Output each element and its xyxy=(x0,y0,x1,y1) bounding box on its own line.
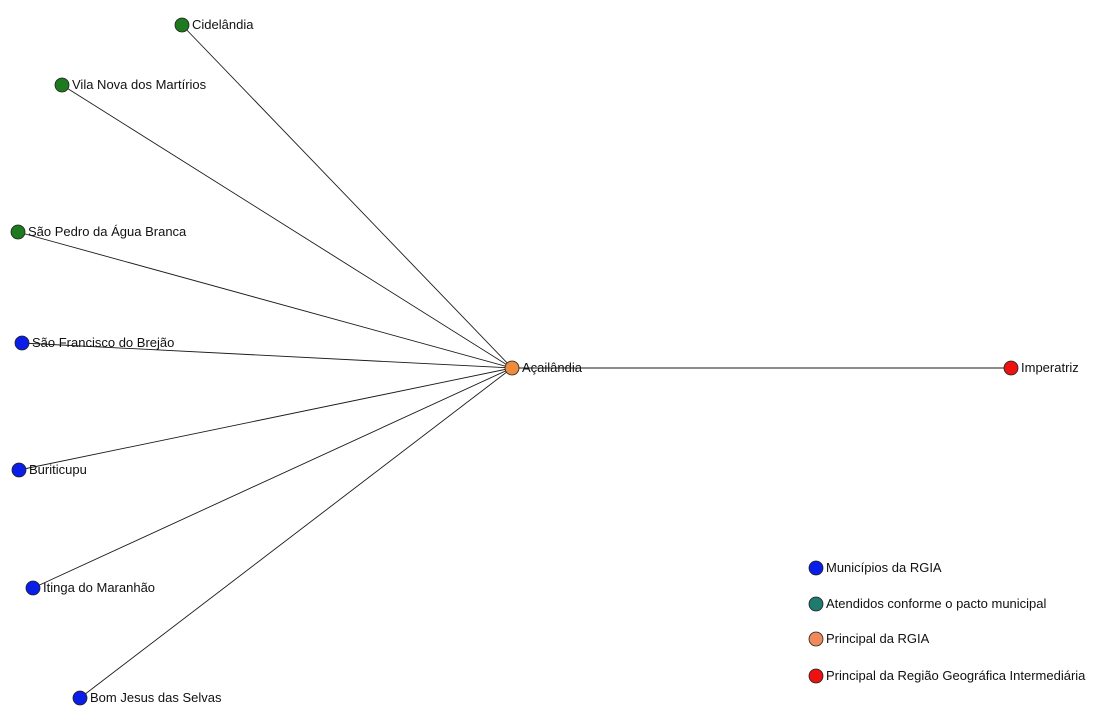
node-label: São Pedro da Água Branca xyxy=(28,224,187,239)
edge-bom-jesus-acailandia xyxy=(79,367,513,699)
node-sao-pedro: São Pedro da Água Branca xyxy=(10,224,187,240)
legend-item: Atendidos conforme o pacto municipal xyxy=(808,596,1047,612)
legend-label: Principal da RGIA xyxy=(826,631,930,646)
node-marker xyxy=(10,224,26,240)
node-label: Cidelândia xyxy=(192,17,254,32)
edge-sao-francisco-acailandia xyxy=(21,342,513,369)
node-imperatriz: Imperatriz xyxy=(1003,360,1079,376)
legend-marker xyxy=(808,560,824,576)
node-cidelandia: Cidelândia xyxy=(174,17,254,33)
node-label: São Francisco do Brejão xyxy=(32,335,174,350)
node-marker xyxy=(174,17,190,33)
edge-buriticupu-acailandia xyxy=(18,367,513,471)
edge-vila-nova-acailandia xyxy=(61,84,513,369)
edge-itinga-acailandia xyxy=(32,367,513,589)
node-marker xyxy=(504,360,520,376)
edges-layer xyxy=(17,24,1011,699)
node-label: Vila Nova dos Martírios xyxy=(72,77,207,92)
legend: Municípios da RGIA Atendidos conforme o p… xyxy=(808,560,1086,684)
legend-marker xyxy=(808,668,824,684)
edge-sao-pedro-acailandia xyxy=(17,231,513,369)
legend-marker xyxy=(808,596,824,612)
node-label: Buriticupu xyxy=(29,462,87,477)
nodes-layer: Cidelândia Vila Nova dos Martírios São Ped… xyxy=(10,17,1079,706)
legend-item: Principal da RGIA xyxy=(808,631,930,647)
edge-cidelandia-acailandia xyxy=(181,24,513,369)
node-label: Itinga do Maranhão xyxy=(43,580,155,595)
node-label: Açailândia xyxy=(522,360,583,375)
node-marker xyxy=(25,580,41,596)
node-label: Imperatriz xyxy=(1021,360,1079,375)
legend-label: Municípios da RGIA xyxy=(826,560,942,575)
node-itinga: Itinga do Maranhão xyxy=(25,580,155,596)
node-marker xyxy=(14,335,30,351)
node-marker xyxy=(1003,360,1019,376)
node-bom-jesus: Bom Jesus das Selvas xyxy=(72,690,222,706)
legend-item: Municípios da RGIA xyxy=(808,560,942,576)
node-marker xyxy=(72,690,88,706)
node-label: Bom Jesus das Selvas xyxy=(90,690,222,705)
legend-label: Principal da Região Geográfica Intermedi… xyxy=(826,668,1086,683)
legend-label: Atendidos conforme o pacto municipal xyxy=(826,596,1047,611)
node-vila-nova: Vila Nova dos Martírios xyxy=(54,77,207,93)
legend-item: Principal da Região Geográfica Intermedi… xyxy=(808,668,1086,684)
node-marker xyxy=(11,462,27,478)
node-marker xyxy=(54,77,70,93)
legend-marker xyxy=(808,631,824,647)
node-buriticupu: Buriticupu xyxy=(11,462,87,478)
node-sao-francisco: São Francisco do Brejão xyxy=(14,335,174,351)
node-acailandia: Açailândia xyxy=(504,360,583,376)
